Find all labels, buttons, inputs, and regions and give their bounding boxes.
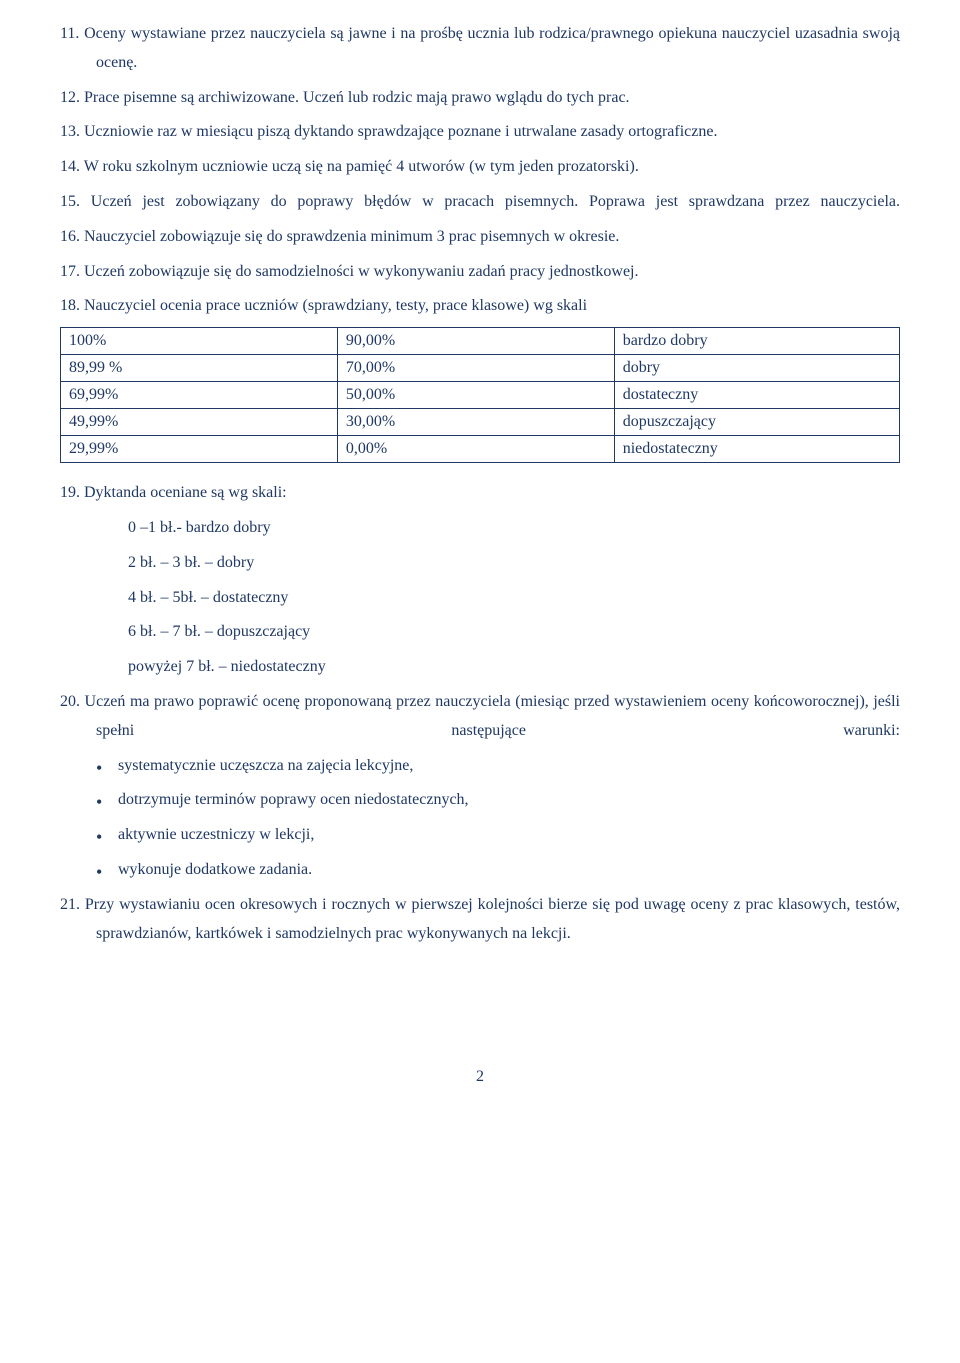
bullet-text: systematycznie uczęszcza na zajęcia lekc… bbox=[118, 757, 413, 774]
page-number: 2 bbox=[60, 1068, 900, 1086]
bullet-item: wykonuje dodatkowe zadania. bbox=[96, 856, 900, 885]
bullet-item: systematycznie uczęszcza na zajęcia lekc… bbox=[96, 752, 900, 781]
item-number: 13. bbox=[60, 123, 80, 140]
list-item: 16. Nauczyciel zobowiązuje się do sprawd… bbox=[60, 223, 900, 252]
cell-lower: 90,00% bbox=[337, 328, 614, 355]
item-text: W roku szkolnym uczniowie uczą się na pa… bbox=[84, 158, 639, 175]
item-number: 15. bbox=[60, 193, 80, 210]
item-number: 11. bbox=[60, 25, 79, 42]
item-number: 20. bbox=[60, 693, 80, 710]
sub-text: 0 –1 bł.- bardzo dobry bbox=[128, 519, 271, 536]
cell-upper: 69,99% bbox=[61, 382, 338, 409]
bullet-item: aktywnie uczestniczy w lekcji, bbox=[96, 821, 900, 850]
table-row: 100% 90,00% bardzo dobry bbox=[61, 328, 900, 355]
cell-lower: 50,00% bbox=[337, 382, 614, 409]
document-page: 11. Oceny wystawiane przez nauczyciela s… bbox=[0, 0, 960, 1116]
list-item: 15. Uczeń jest zobowiązany do poprawy bł… bbox=[60, 188, 900, 217]
list-item: 18. Nauczyciel ocenia prace uczniów (spr… bbox=[60, 292, 900, 321]
item-text: Uczniowie raz w miesiącu piszą dyktando … bbox=[84, 123, 717, 140]
table-row: 69,99% 50,00% dostateczny bbox=[61, 382, 900, 409]
item-number: 14. bbox=[60, 158, 80, 175]
item-text: Nauczyciel ocenia prace uczniów (sprawdz… bbox=[84, 297, 587, 314]
item-text: Oceny wystawiane przez nauczyciela są ja… bbox=[84, 25, 900, 71]
item-text: Uczeń ma prawo poprawić ocenę proponowan… bbox=[85, 693, 900, 739]
sub-item: 2 bł. – 3 bł. – dobry bbox=[60, 549, 900, 578]
grade-scale-table: 100% 90,00% bardzo dobry 89,99 % 70,00% … bbox=[60, 327, 900, 463]
cell-upper: 49,99% bbox=[61, 409, 338, 436]
bullet-text: wykonuje dodatkowe zadania. bbox=[118, 861, 312, 878]
item-number: 12. bbox=[60, 89, 80, 106]
item-text: Przy wystawianiu ocen okresowych i roczn… bbox=[85, 896, 900, 942]
table-body: 100% 90,00% bardzo dobry 89,99 % 70,00% … bbox=[61, 328, 900, 463]
list-item: 11. Oceny wystawiane przez nauczyciela s… bbox=[60, 20, 900, 78]
sub-item: powyżej 7 bł. – niedostateczny bbox=[60, 653, 900, 682]
sub-text: 2 bł. – 3 bł. – dobry bbox=[128, 554, 254, 571]
cell-grade: dobry bbox=[614, 355, 899, 382]
bullet-text: dotrzymuje terminów poprawy ocen niedost… bbox=[118, 791, 469, 808]
item-number: 21. bbox=[60, 896, 80, 913]
item-number: 17. bbox=[60, 263, 80, 280]
list-item-20: 20. Uczeń ma prawo poprawić ocenę propon… bbox=[60, 688, 900, 746]
cell-upper: 89,99 % bbox=[61, 355, 338, 382]
sub-text: 6 bł. – 7 bł. – dopuszczający bbox=[128, 623, 310, 640]
sub-item: 0 –1 bł.- bardzo dobry bbox=[60, 514, 900, 543]
list-item-21: 21. Przy wystawianiu ocen okresowych i r… bbox=[60, 891, 900, 949]
ordered-list-19-21: 19. Dyktanda oceniane są wg skali: 0 –1 … bbox=[60, 479, 900, 745]
cell-lower: 0,00% bbox=[337, 436, 614, 463]
sub-item: 4 bł. – 5bł. – dostateczny bbox=[60, 584, 900, 613]
ordered-list-11-18: 11. Oceny wystawiane przez nauczyciela s… bbox=[60, 20, 900, 321]
item-number: 18. bbox=[60, 297, 80, 314]
list-item: 17. Uczeń zobowiązuje się do samodzielno… bbox=[60, 258, 900, 287]
bullet-item: dotrzymuje terminów poprawy ocen niedost… bbox=[96, 786, 900, 815]
sub-text: 4 bł. – 5bł. – dostateczny bbox=[128, 589, 288, 606]
cell-grade: dopuszczający bbox=[614, 409, 899, 436]
table-row: 29,99% 0,00% niedostateczny bbox=[61, 436, 900, 463]
item-number: 16. bbox=[60, 228, 80, 245]
cell-grade: niedostateczny bbox=[614, 436, 899, 463]
cell-upper: 100% bbox=[61, 328, 338, 355]
list-item: 14. W roku szkolnym uczniowie uczą się n… bbox=[60, 153, 900, 182]
cell-lower: 70,00% bbox=[337, 355, 614, 382]
list-item-19: 19. Dyktanda oceniane są wg skali: bbox=[60, 479, 900, 508]
item-text: Uczeń jest zobowiązany do poprawy błędów… bbox=[91, 193, 900, 210]
item-text: Uczeń zobowiązuje się do samodzielności … bbox=[84, 263, 639, 280]
table-row: 49,99% 30,00% dopuszczający bbox=[61, 409, 900, 436]
list-item: 12. Prace pisemne są archiwizowane. Ucze… bbox=[60, 84, 900, 113]
bullet-text: aktywnie uczestniczy w lekcji, bbox=[118, 826, 314, 843]
cell-grade: dostateczny bbox=[614, 382, 899, 409]
ordered-list-21: 21. Przy wystawianiu ocen okresowych i r… bbox=[60, 891, 900, 949]
bullet-list-conditions: systematycznie uczęszcza na zajęcia lekc… bbox=[96, 752, 900, 885]
item-number: 19. bbox=[60, 484, 80, 501]
sub-text: powyżej 7 bł. – niedostateczny bbox=[128, 658, 326, 675]
cell-upper: 29,99% bbox=[61, 436, 338, 463]
item-text: Dyktanda oceniane są wg skali: bbox=[84, 484, 287, 501]
sub-item: 6 bł. – 7 bł. – dopuszczający bbox=[60, 618, 900, 647]
list-item: 13. Uczniowie raz w miesiącu piszą dykta… bbox=[60, 118, 900, 147]
item-text: Nauczyciel zobowiązuje się do sprawdzeni… bbox=[84, 228, 619, 245]
cell-lower: 30,00% bbox=[337, 409, 614, 436]
table-row: 89,99 % 70,00% dobry bbox=[61, 355, 900, 382]
item-text: Prace pisemne są archiwizowane. Uczeń lu… bbox=[84, 89, 630, 106]
cell-grade: bardzo dobry bbox=[614, 328, 899, 355]
